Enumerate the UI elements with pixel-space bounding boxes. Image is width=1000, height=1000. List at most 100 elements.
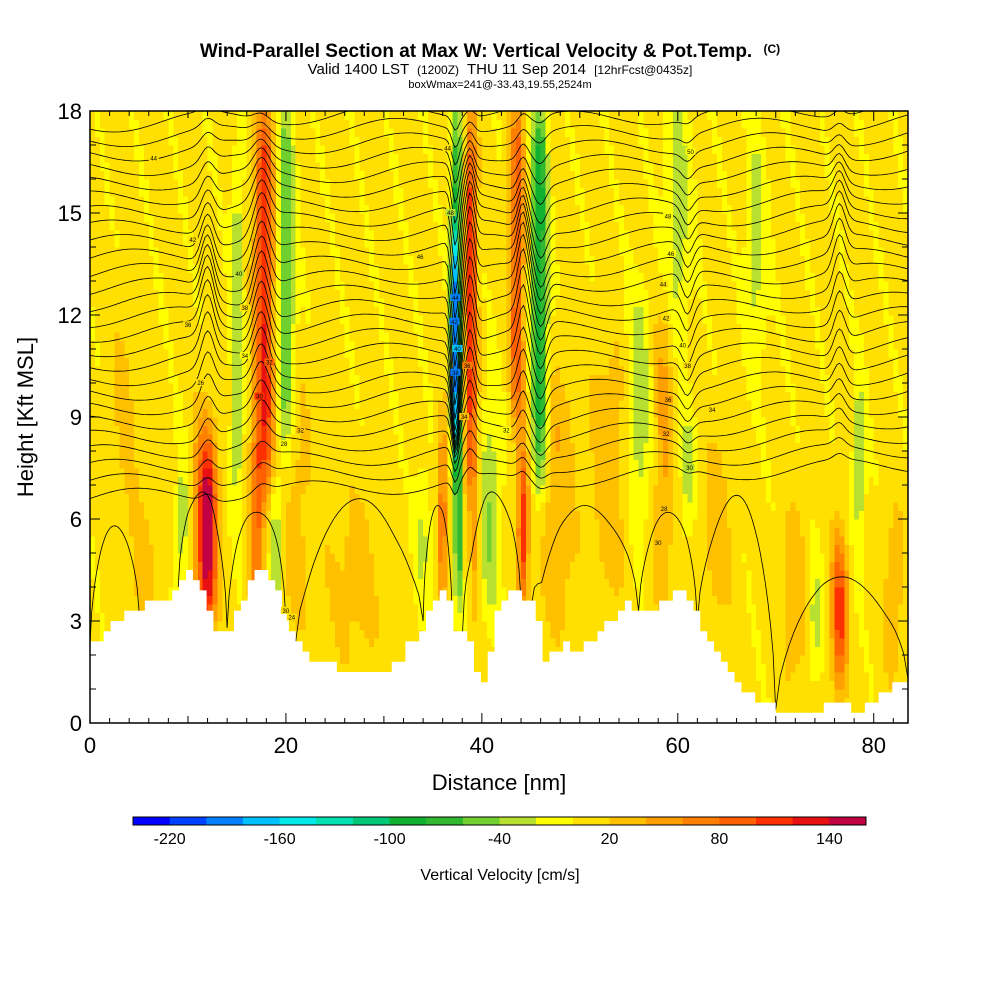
velocity-cell — [834, 587, 840, 631]
terrain-fill — [90, 570, 908, 723]
velocity-cell — [217, 111, 223, 189]
velocity-cell — [707, 315, 713, 350]
velocity-cell — [643, 111, 649, 129]
colorbar-swatch — [462, 817, 500, 825]
velocity-cell — [178, 170, 184, 214]
velocity-cell — [339, 570, 346, 665]
svg-text:30: 30 — [256, 395, 263, 401]
velocity-cell — [565, 136, 571, 401]
velocity-cell — [442, 391, 449, 435]
theta-contour — [90, 343, 908, 448]
velocity-cell — [834, 510, 840, 529]
velocity-cell — [163, 306, 169, 350]
velocity-cell — [868, 187, 875, 231]
velocity-cell — [467, 561, 473, 656]
chart-title: Wind-Parallel Section at Max W: Vertical… — [200, 41, 780, 62]
velocity-cell — [457, 595, 463, 614]
velocity-cell — [555, 451, 561, 648]
velocity-cell — [349, 111, 356, 146]
velocity-cell — [232, 485, 238, 580]
colorbar-swatch — [792, 817, 830, 825]
velocity-cell — [766, 111, 772, 180]
velocity-cell — [398, 230, 405, 427]
velocity-cell — [726, 247, 733, 529]
theta-contour — [638, 511, 698, 622]
velocity-cell — [516, 527, 522, 537]
velocity-cell — [898, 604, 904, 723]
velocity-cell — [330, 553, 336, 622]
velocity-cell — [888, 527, 894, 690]
velocity-cell — [369, 553, 375, 648]
velocity-cell — [452, 238, 458, 257]
velocity-cell — [658, 434, 664, 631]
velocity-cell — [183, 425, 189, 486]
velocity-cell — [369, 281, 375, 554]
velocity-cell — [212, 417, 218, 444]
velocity-cell — [535, 510, 542, 723]
velocity-cell — [829, 561, 836, 639]
velocity-cell — [643, 179, 649, 291]
velocity-cell — [653, 323, 659, 418]
velocity-cell — [408, 476, 414, 554]
velocity-cell — [129, 400, 135, 537]
svg-text:30: 30 — [655, 541, 662, 547]
velocity-cell — [570, 111, 576, 129]
velocity-cell — [506, 111, 512, 393]
velocity-cell — [800, 213, 806, 257]
velocity-cell — [849, 451, 855, 546]
velocity-cell — [516, 391, 522, 418]
velocity-cell — [839, 230, 845, 274]
theta-contour — [422, 504, 453, 627]
velocity-cell — [496, 349, 503, 656]
velocity-cell — [849, 111, 855, 291]
velocity-cell — [677, 476, 684, 605]
velocity-cell — [614, 111, 620, 180]
x-tick-label: 40 — [470, 733, 494, 758]
svg-text:32: 32 — [297, 429, 304, 435]
velocity-cell — [325, 587, 331, 723]
velocity-cell — [854, 519, 860, 614]
velocity-cell — [545, 323, 551, 452]
velocity-cell — [266, 493, 272, 512]
velocity-cell — [619, 111, 625, 206]
velocity-cell — [795, 179, 801, 223]
theta-contour — [295, 498, 424, 642]
velocity-cell — [325, 544, 331, 588]
velocity-cell — [726, 527, 733, 605]
velocity-cell — [447, 213, 454, 265]
svg-text:42: 42 — [663, 316, 670, 322]
velocity-cell — [712, 153, 718, 350]
velocity-cell — [819, 111, 826, 146]
contour-label: 34 — [239, 351, 250, 360]
velocity-cell — [819, 383, 826, 554]
velocity-cell — [766, 179, 772, 316]
velocity-cell — [227, 425, 233, 537]
velocity-cell — [266, 111, 272, 129]
velocity-cell — [844, 544, 850, 571]
velocity-cell — [472, 230, 478, 410]
velocity-cell — [530, 459, 537, 495]
velocity-cell — [761, 417, 767, 478]
velocity-cell — [276, 111, 282, 435]
velocity-cell — [521, 468, 527, 495]
velocity-cell — [677, 111, 684, 282]
velocity-cell — [354, 136, 360, 180]
velocity-cell — [863, 111, 870, 155]
velocity-cell — [173, 179, 179, 376]
velocity-cell — [246, 264, 253, 308]
theta-contour — [90, 179, 908, 294]
svg-text:26: 26 — [197, 381, 204, 387]
svg-text:44: 44 — [452, 296, 459, 302]
velocity-cell — [653, 111, 659, 189]
velocity-cell — [261, 145, 267, 325]
velocity-cell — [285, 111, 292, 138]
velocity-cell — [290, 485, 297, 622]
velocity-cell — [658, 315, 664, 359]
velocity-cell — [687, 383, 694, 427]
velocity-cell — [266, 128, 272, 146]
svg-text:32: 32 — [266, 361, 273, 367]
velocity-cell — [334, 289, 341, 563]
velocity-cell — [814, 349, 821, 529]
velocity-cell — [550, 111, 556, 197]
velocity-cell — [633, 111, 640, 265]
